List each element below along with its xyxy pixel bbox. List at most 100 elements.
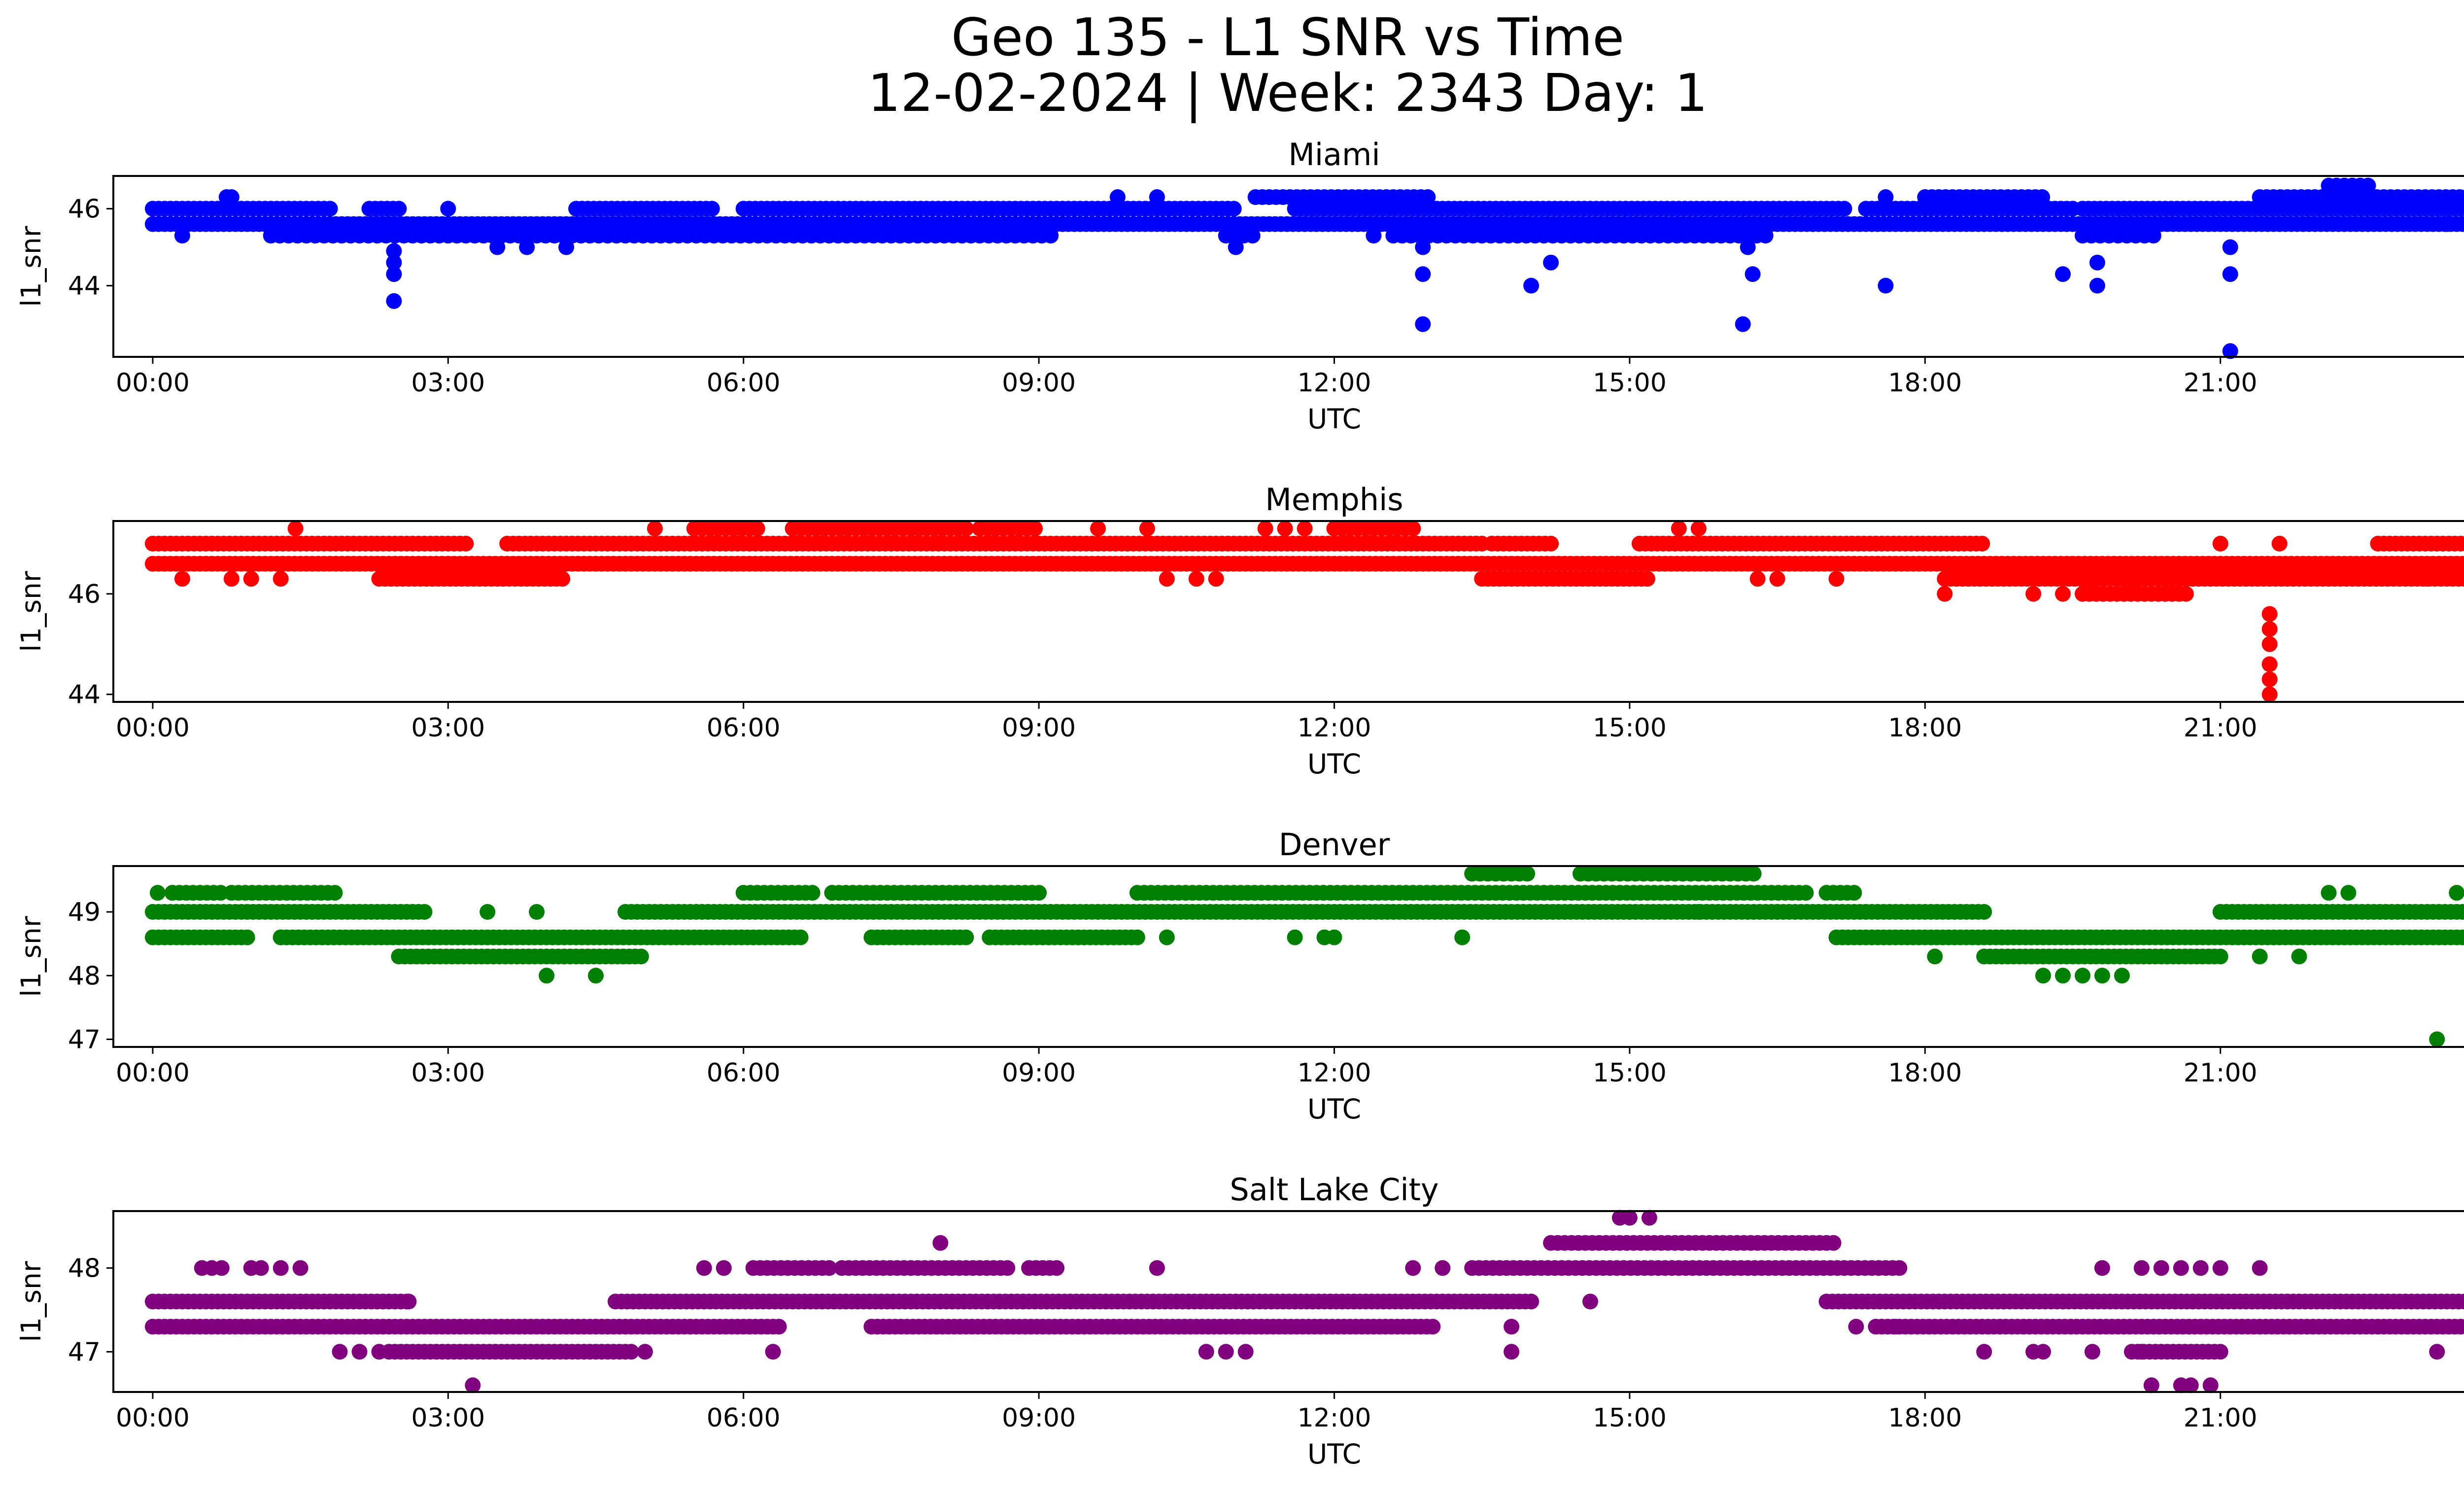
data-point	[2461, 557, 2464, 570]
data-point	[386, 254, 402, 271]
data-point	[2261, 686, 2278, 702]
data-point	[1218, 1344, 1234, 1360]
scatter-series	[144, 866, 2464, 1047]
data-point	[351, 1344, 368, 1360]
data-point	[1237, 1344, 1254, 1360]
y-axis-label: l1_snr	[15, 916, 47, 997]
data-point	[2461, 931, 2464, 944]
data-point	[1887, 1319, 1904, 1335]
data-point	[2429, 1344, 2445, 1360]
data-point	[440, 201, 456, 217]
data-point	[1228, 239, 1244, 255]
data-point	[2457, 571, 2464, 587]
data-point	[1031, 885, 1047, 901]
data-point	[1848, 1319, 1864, 1335]
data-point	[401, 1293, 417, 1310]
data-point	[212, 885, 229, 901]
data-point	[958, 929, 974, 945]
data-point	[1825, 1235, 1842, 1251]
data-point	[1043, 228, 1059, 243]
data-point	[287, 521, 304, 537]
data-point	[2035, 1344, 2051, 1360]
data-point	[465, 1377, 481, 1393]
x-axis-label: UTC	[1307, 748, 1361, 780]
y-tick-label: 48	[68, 1254, 101, 1284]
y-tick-label: 47	[68, 1025, 101, 1054]
data-point	[1927, 948, 1943, 965]
data-point	[2261, 656, 2278, 672]
data-point	[1027, 521, 1043, 537]
data-point	[2145, 228, 2161, 243]
data-point	[2252, 948, 2268, 965]
data-point	[2055, 968, 2071, 984]
data-point	[2178, 586, 2194, 602]
data-point	[1891, 1260, 1908, 1276]
data-point	[1878, 278, 1894, 294]
data-point	[1878, 189, 1894, 205]
data-point	[2360, 177, 2376, 194]
data-point	[1405, 1260, 1421, 1276]
data-point	[2192, 1260, 2209, 1276]
data-point	[2459, 1319, 2464, 1334]
data-point	[2222, 343, 2238, 359]
data-point	[1226, 201, 1242, 217]
data-point	[489, 239, 506, 255]
data-point	[2461, 905, 2464, 919]
data-point	[2455, 904, 2464, 920]
data-point	[2419, 571, 2435, 587]
data-point	[1287, 929, 1303, 945]
data-point	[1415, 316, 1431, 332]
x-tick-label: 18:00	[1888, 713, 1962, 743]
data-point	[1641, 1210, 1657, 1226]
x-tick-label: 21:00	[2184, 713, 2258, 743]
data-point	[821, 1260, 837, 1276]
data-point	[322, 201, 338, 217]
data-point	[2025, 586, 2042, 602]
data-point	[1740, 239, 1756, 255]
data-point	[1198, 1344, 1214, 1360]
x-tick-label: 09:00	[1002, 713, 1076, 743]
data-point	[558, 239, 575, 255]
data-point	[1639, 571, 1655, 587]
data-point	[2463, 574, 2464, 584]
data-point	[2133, 1260, 2150, 1276]
data-point	[2261, 636, 2278, 652]
data-point	[223, 189, 240, 205]
x-tick-label: 18:00	[1888, 1403, 1962, 1433]
data-point	[273, 571, 289, 587]
data-point	[1828, 571, 1845, 587]
scatter-series	[144, 1210, 2464, 1393]
subplot-title: Miami	[1288, 137, 1380, 173]
data-point	[1769, 571, 1785, 587]
x-tick-label: 03:00	[411, 1403, 485, 1433]
x-tick-label: 06:00	[707, 1058, 781, 1088]
data-point	[1836, 201, 1852, 217]
data-point	[958, 521, 974, 537]
data-point	[1425, 1319, 1441, 1335]
data-point	[1504, 1319, 1520, 1335]
data-point	[2457, 1293, 2464, 1310]
x-axis-label: UTC	[1307, 1438, 1361, 1470]
data-point	[2449, 885, 2464, 901]
y-tick-label: 46	[68, 580, 101, 609]
subplot-title: Salt Lake City	[1230, 1172, 1438, 1208]
data-point	[1745, 866, 1762, 882]
data-point	[2212, 948, 2228, 965]
data-point	[2291, 948, 2307, 965]
x-tick-label: 06:00	[707, 1403, 781, 1433]
data-point	[529, 904, 545, 920]
data-point	[2153, 1260, 2169, 1276]
x-tick-label: 21:00	[2184, 1058, 2258, 1088]
x-axis-label: UTC	[1307, 403, 1361, 435]
data-point	[273, 929, 289, 945]
data-point	[792, 929, 809, 945]
data-point	[749, 521, 765, 537]
data-point	[1543, 535, 1559, 552]
data-point	[804, 885, 821, 901]
x-tick-label: 18:00	[1888, 1058, 1962, 1088]
x-tick-label: 00:00	[116, 713, 190, 743]
y-axis-label: l1_snr	[15, 571, 47, 652]
x-tick-label: 21:00	[2184, 368, 2258, 398]
data-point	[149, 885, 166, 901]
data-point	[1798, 885, 1814, 901]
